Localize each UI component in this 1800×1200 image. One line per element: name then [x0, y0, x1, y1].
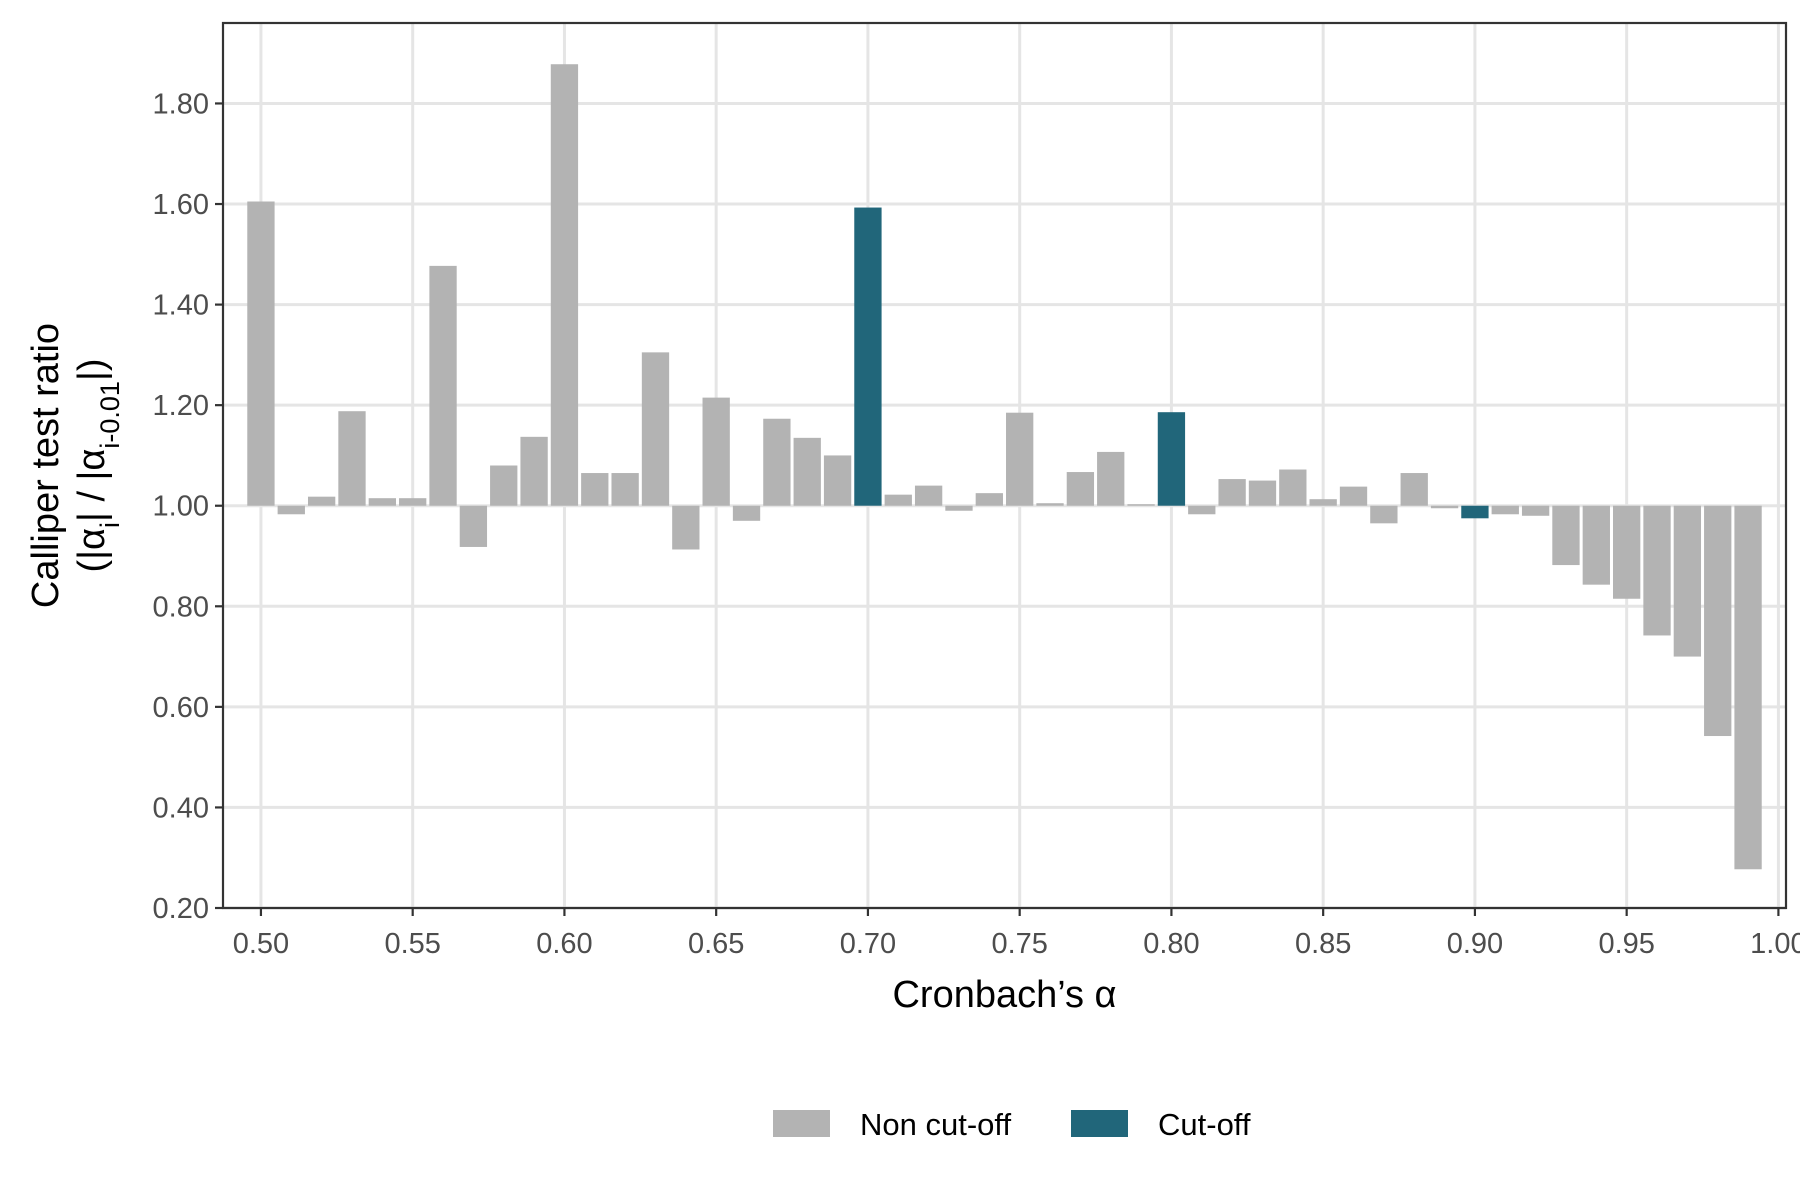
bar-non-cut-off [459, 505, 488, 547]
bar-non-cut-off [338, 411, 366, 506]
y-tick-label: 1.80 [153, 88, 209, 120]
bar-non-cut-off [945, 505, 973, 511]
bar-non-cut-off [1370, 505, 1398, 524]
bar-non-cut-off [1279, 469, 1307, 506]
axis-layer: 0.50 0.55 0.60 0.65 0.70 0.75 0.80 0.85 0.90 0.95… [153, 88, 1800, 960]
bar-non-cut-off [429, 265, 457, 506]
bar-non-cut-off [1491, 505, 1519, 515]
y-tick-label: 0.60 [153, 692, 209, 724]
y-tick-label: 0.40 [153, 792, 209, 824]
x-tick-label: 0.95 [1598, 928, 1654, 960]
bar-non-cut-off [368, 498, 396, 506]
bar-non-cut-off [550, 64, 579, 506]
bar-non-cut-off [399, 498, 427, 506]
y-axis-title-subscript-1: i [95, 522, 125, 528]
y-axis-title-part-mid: | / |α [71, 449, 113, 522]
bar-non-cut-off [490, 465, 518, 506]
bar-non-cut-off [1430, 505, 1459, 509]
x-tick-label: 1.00 [1750, 928, 1800, 960]
bar-non-cut-off [1218, 479, 1246, 506]
bar-non-cut-off [1097, 451, 1125, 506]
y-axis-title-line2: (|αi| / |αi-0.01|) [71, 359, 125, 573]
x-tick-label: 0.65 [688, 928, 744, 960]
bar-non-cut-off [1643, 505, 1671, 636]
y-tick-label: 1.40 [153, 290, 209, 322]
bar-non-cut-off [1400, 473, 1428, 506]
bar-non-cut-off [884, 494, 912, 506]
bar-non-cut-off [1339, 486, 1368, 506]
y-tick-label: 0.20 [153, 893, 209, 925]
x-tick-label: 0.75 [991, 928, 1047, 960]
y-axis-title-part-prefix: (|α [71, 528, 113, 573]
bar-non-cut-off [277, 505, 305, 515]
bar-non-cut-off [1036, 503, 1064, 506]
bar-cut-off [1461, 505, 1489, 519]
bar-non-cut-off [1309, 499, 1337, 506]
y-axis-title: Calliper test ratio (|αi| / |αi-0.01|) [25, 323, 125, 608]
legend-label-non-cut-off: Non cut-off [860, 1107, 1011, 1142]
y-tick-label: 1.20 [153, 390, 209, 422]
bar-non-cut-off [1734, 505, 1762, 870]
bar-non-cut-off [641, 352, 670, 506]
x-tick-label: 0.90 [1447, 928, 1503, 960]
bar-non-cut-off [975, 493, 1003, 506]
bar-non-cut-off [672, 505, 700, 550]
bar-cut-off [854, 207, 882, 506]
bar-non-cut-off [247, 201, 275, 506]
bar-non-cut-off [307, 496, 336, 506]
bar-non-cut-off [1613, 505, 1641, 599]
y-tick-label: 1.60 [153, 189, 209, 221]
bar-non-cut-off [520, 436, 548, 506]
y-tick-label: 1.00 [153, 491, 209, 523]
bar-non-cut-off [1006, 412, 1034, 506]
plot-panel-border [221, 21, 1788, 910]
bar-non-cut-off [793, 437, 821, 506]
bar-non-cut-off [823, 455, 852, 506]
x-tick-label: 0.60 [536, 928, 592, 960]
legend: Non cut-off Cut-off [773, 1107, 1251, 1142]
bar-non-cut-off [1066, 472, 1095, 506]
bar-layer [247, 64, 1762, 870]
legend-key-non-cut-off [773, 1110, 830, 1137]
y-axis-title-subscript-2: i-0.01 [95, 381, 125, 449]
legend-key-cut-off [1071, 1110, 1128, 1137]
x-tick-label: 0.55 [384, 928, 440, 960]
x-tick-label: 0.85 [1295, 928, 1351, 960]
bar-cut-off [1157, 412, 1186, 506]
bar-non-cut-off [1521, 505, 1550, 516]
bar-non-cut-off [1248, 480, 1277, 506]
bar-non-cut-off [732, 505, 761, 521]
x-tick-label: 0.70 [840, 928, 896, 960]
bar-non-cut-off [1704, 505, 1732, 737]
bar-non-cut-off [914, 485, 943, 506]
bar-non-cut-off [581, 473, 609, 506]
x-tick-label: 0.50 [233, 928, 289, 960]
bar-non-cut-off [1582, 505, 1610, 585]
y-axis-title-line1: Calliper test ratio [25, 323, 67, 608]
bar-non-cut-off [1127, 504, 1155, 506]
x-axis-title: Cronbach’s α [892, 974, 1116, 1016]
legend-label-cut-off: Cut-off [1158, 1107, 1251, 1142]
bar-non-cut-off [763, 418, 791, 506]
x-tick-label: 0.80 [1143, 928, 1199, 960]
bar-non-cut-off [1673, 505, 1702, 657]
bar-non-cut-off [702, 397, 730, 506]
y-tick-label: 0.80 [153, 591, 209, 623]
bar-non-cut-off [1188, 505, 1216, 515]
y-axis-title-part-suffix: |) [71, 359, 113, 382]
bar-non-cut-off [1552, 505, 1580, 566]
bar-non-cut-off [611, 473, 639, 506]
